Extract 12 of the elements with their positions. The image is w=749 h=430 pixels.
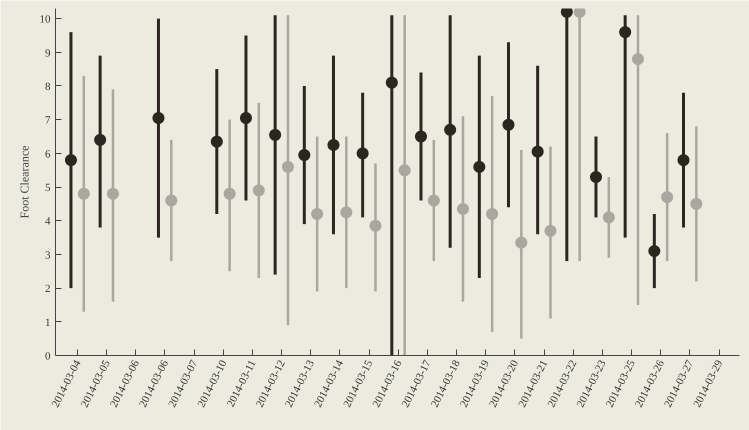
y-tick-label: 0 [45,350,51,362]
y-axis-title: Foot Clearance [18,146,32,218]
y-tick-label: 7 [45,114,51,127]
y-tick-label: 6 [45,148,51,160]
y-tick-label: 5 [45,182,51,194]
y-tick-label: 4 [45,216,51,228]
y-tick-label: 9 [45,47,51,60]
y-tick-label: 3 [45,249,51,262]
y-tick-label: 10 [40,14,51,26]
y-tick-label: 1 [45,316,50,329]
y-tick-label: 8 [45,80,51,93]
y-tick-label: 2 [45,283,50,296]
